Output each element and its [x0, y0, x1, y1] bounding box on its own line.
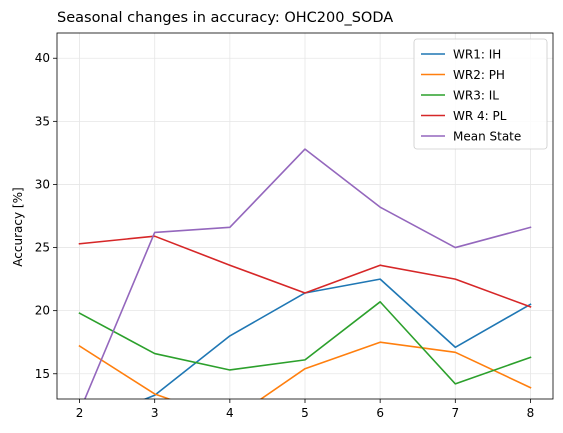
series-line-4	[78, 235, 532, 308]
legend-label-3: WR3: IL	[453, 89, 499, 103]
y-tick-label: 25	[35, 241, 50, 255]
x-tick-label: 3	[151, 406, 159, 420]
y-tick-label: 40	[35, 51, 50, 65]
series-lines	[78, 148, 532, 399]
y-tick-label: 20	[35, 304, 50, 318]
series-line-2	[78, 341, 532, 399]
legend-label-1: WR1: IH	[453, 48, 501, 62]
legend-label-5: Mean State	[453, 130, 521, 144]
series-line-5	[83, 148, 532, 399]
y-axis-label: Accuracy [%]	[11, 187, 25, 266]
y-tick-label: 30	[35, 177, 50, 191]
x-tick-label: 4	[226, 406, 234, 420]
legend-label-2: WR2: PH	[453, 68, 505, 82]
legend: WR1: IH WR2: PH WR3: IL WR 4: PL Mean State	[413, 38, 548, 150]
x-tick-label: 2	[76, 406, 84, 420]
x-tick-label: 7	[451, 406, 459, 420]
y-tick-label: 35	[35, 114, 50, 128]
legend-box	[413, 38, 548, 150]
axis-ticks: 2 3 4 5 6 7 8 15 20 25 30 35 40	[35, 51, 535, 420]
x-tick-label: 5	[301, 406, 309, 420]
chart-title: Seasonal changes in accuracy: OHC200_SOD…	[57, 10, 393, 26]
legend-label-4: WR 4: PL	[453, 109, 507, 123]
x-tick-label: 6	[376, 406, 384, 420]
x-tick-label: 8	[527, 406, 535, 420]
grid-lines	[57, 33, 553, 399]
y-tick-label: 15	[35, 367, 50, 381]
series-line-3	[78, 301, 532, 385]
